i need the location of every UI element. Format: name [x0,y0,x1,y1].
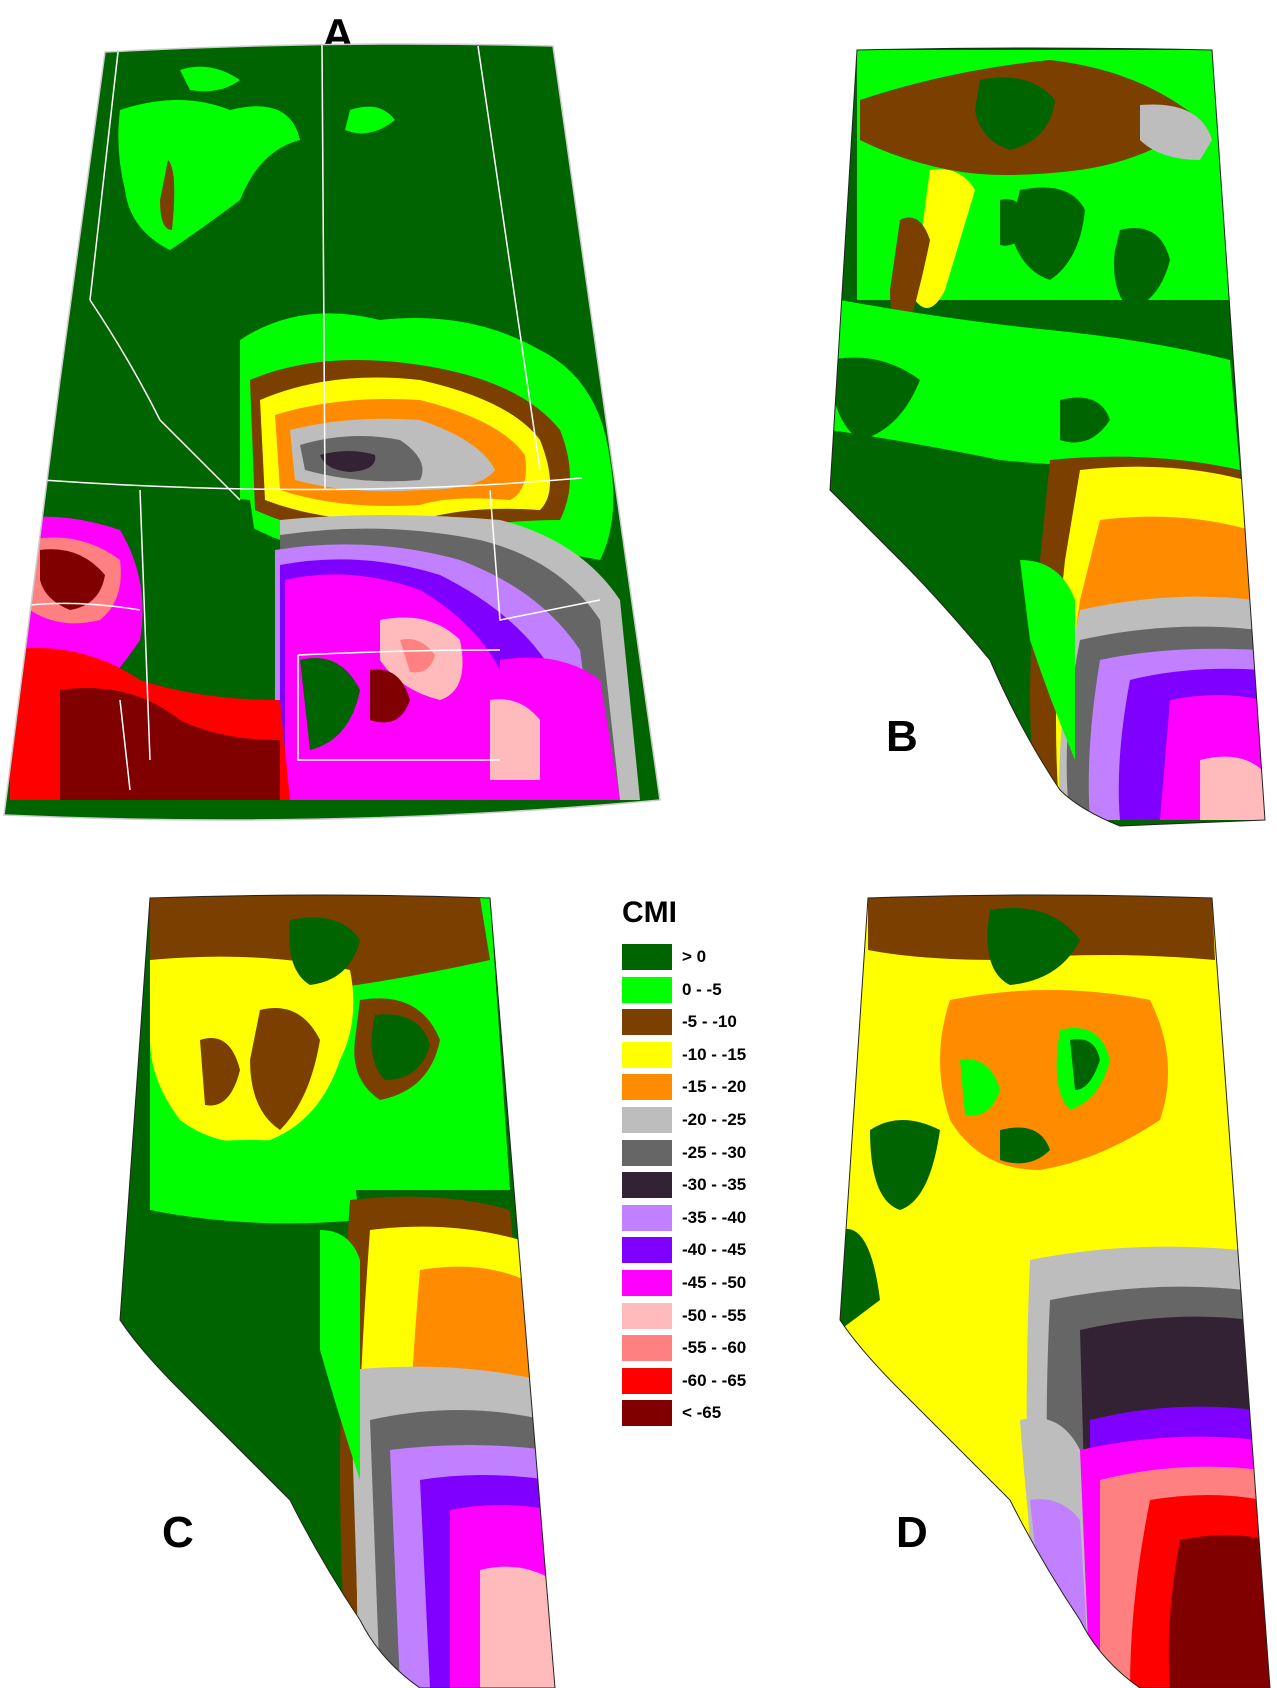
legend-swatch [622,1204,672,1231]
legend-swatch [622,1009,672,1036]
panel-label-d: D [896,1508,928,1557]
legend-label: -35 - -40 [682,1207,747,1227]
legend-item: -10 - -15 [622,1041,782,1068]
legend-swatch [622,1367,672,1394]
legend-item: -40 - -45 [622,1237,782,1264]
legend-label: -40 - -45 [682,1240,747,1260]
legend-label: 0 - -5 [682,979,722,999]
map-b-outline [829,47,1266,827]
legend-item: -50 - -55 [622,1302,782,1329]
legend-swatch [622,1237,672,1264]
legend-label: -5 - -10 [682,1012,737,1032]
legend-swatch [622,1302,672,1329]
legend-item: -5 - -10 [622,1009,782,1036]
map-d-outline [839,894,1271,1688]
legend-label: > 0 [682,947,707,966]
legend-item: -45 - -50 [622,1269,782,1296]
panel-label-b: B [886,712,918,761]
legend-swatch [622,1041,672,1068]
legend-item: < -65 [622,1400,782,1427]
legend-label: -30 - -35 [682,1175,747,1195]
panel-label-c: C [162,1508,194,1557]
legend-swatch [622,1400,672,1427]
legend-item: -35 - -40 [622,1204,782,1231]
legend-item: -30 - -35 [622,1172,782,1199]
legend-label: -25 - -30 [682,1142,747,1162]
legend-swatch [622,976,672,1003]
legend-item: 0 - -5 [622,976,782,1003]
map-a-fill [4,44,660,820]
legend-swatch [622,1074,672,1101]
legend-item: -55 - -60 [622,1335,782,1362]
legend-swatch [622,1269,672,1296]
legend-title: CMI [622,896,677,929]
map-c-outline [119,894,556,1688]
legend-label: -20 - -25 [682,1109,747,1129]
legend: CMI > 0 0 - -5 -5 - -10 -10 - -15 -15 - -20 -… [622,896,782,1433]
legend-rows: > 0 0 - -5 -5 - -10 -10 - -15 -15 - -20 -20 -… [622,944,782,1427]
legend-label: -55 - -60 [682,1338,747,1358]
legend-swatch [622,1106,672,1133]
legend-label: -50 - -55 [682,1305,747,1325]
legend-item: -20 - -25 [622,1106,782,1133]
legend-label: -45 - -50 [682,1272,747,1292]
legend-item: > 0 [622,944,782,970]
legend-label: -10 - -15 [682,1044,747,1064]
legend-swatch [622,944,672,970]
map-d-fill [840,895,1270,1688]
legend-label: < -65 [682,1403,722,1423]
legend-item: -60 - -65 [622,1367,782,1394]
legend-swatch [622,1172,672,1199]
legend-swatch [622,1139,672,1166]
legend-swatch [622,1335,672,1362]
legend-label: -15 - -20 [682,1077,747,1097]
legend-label: -60 - -65 [682,1370,747,1390]
legend-item: -15 - -20 [622,1074,782,1101]
map-a-borders [3,43,661,821]
legend-item: -25 - -30 [622,1139,782,1166]
